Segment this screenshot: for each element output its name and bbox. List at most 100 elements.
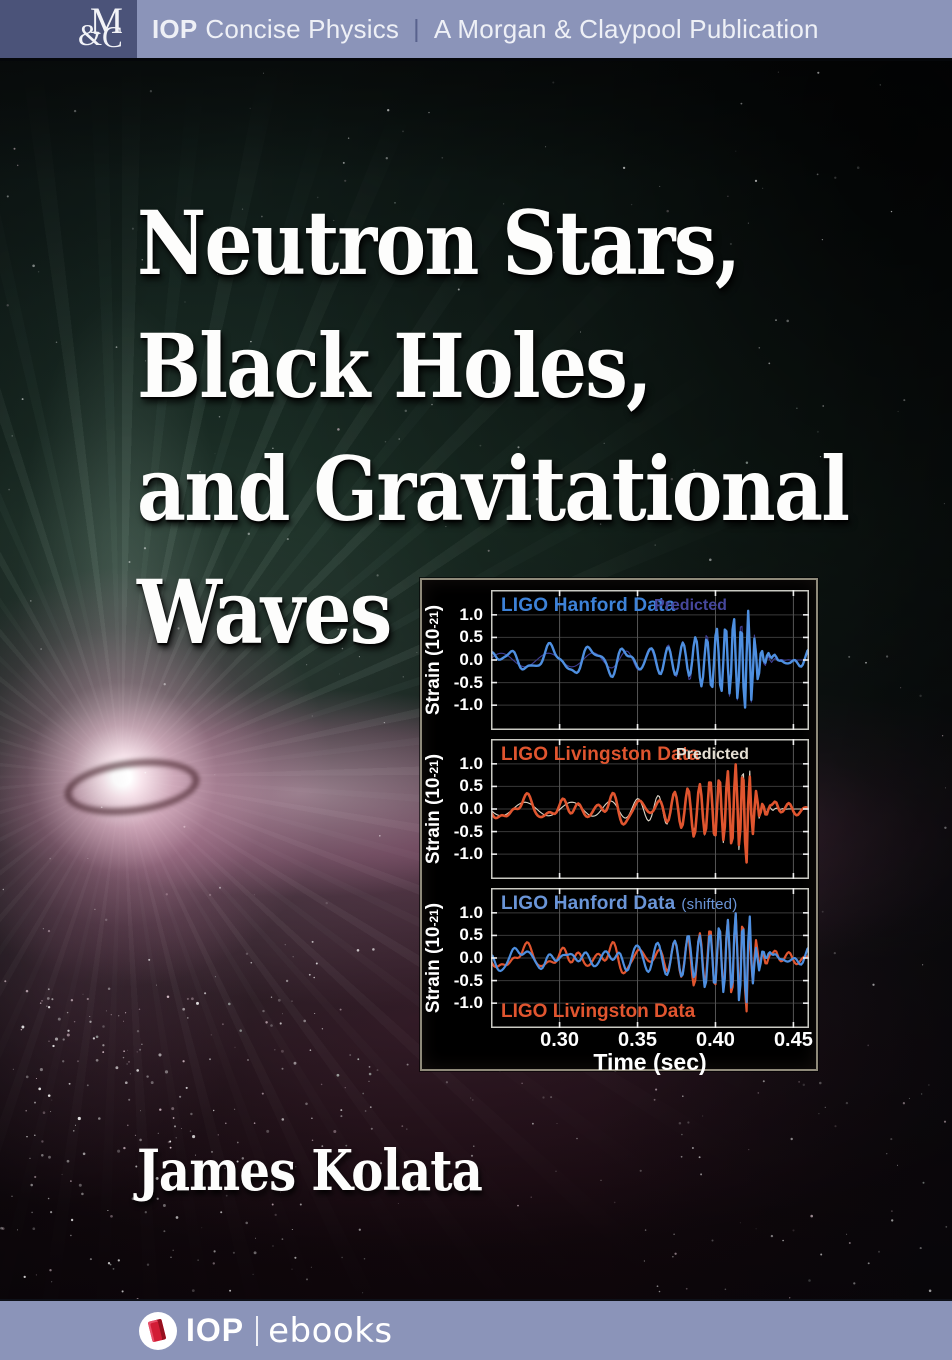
- star: [922, 964, 924, 966]
- star: [291, 1161, 294, 1164]
- star: [344, 179, 347, 182]
- star: [61, 1173, 63, 1176]
- star: [442, 472, 444, 474]
- iop-ebooks-logo: IOP ebooks: [139, 1311, 393, 1351]
- star: [150, 1081, 154, 1085]
- star: [339, 1008, 342, 1011]
- star: [413, 1180, 416, 1183]
- y-tick-label: 0.0: [459, 650, 483, 669]
- star: [29, 1157, 31, 1159]
- star: [514, 215, 516, 218]
- star: [208, 893, 212, 897]
- star: [530, 1196, 532, 1198]
- star: [1, 1227, 5, 1230]
- star: [376, 574, 379, 577]
- star: [428, 111, 430, 114]
- iop-logo-text: IOP: [186, 1312, 245, 1348]
- star: [145, 360, 147, 362]
- chart-panel-3: LIGO Hanford Data (shifted) LIGO Livingsto…: [491, 888, 809, 1028]
- star: [270, 1024, 273, 1027]
- star: [253, 1251, 257, 1255]
- star: [790, 1137, 793, 1141]
- star: [374, 1181, 376, 1183]
- star: [833, 951, 836, 955]
- star: [521, 1082, 523, 1085]
- star: [306, 664, 308, 666]
- star: [834, 518, 837, 522]
- star: [224, 1167, 226, 1170]
- star: [0, 1226, 3, 1230]
- star: [340, 1109, 343, 1112]
- star: [368, 1080, 370, 1083]
- star: [89, 1020, 92, 1023]
- star: [70, 1234, 72, 1237]
- star: [622, 166, 626, 170]
- star: [87, 857, 89, 859]
- star: [190, 1112, 193, 1116]
- star: [169, 1146, 172, 1149]
- star: [358, 1228, 361, 1231]
- y-tick-label: 0.0: [459, 799, 483, 818]
- star: [643, 1260, 646, 1262]
- y-axis-label: Strain (10 -21): [423, 753, 444, 865]
- y-tick-label: 0.0: [459, 948, 483, 967]
- star: [89, 1016, 91, 1017]
- star: [735, 150, 737, 152]
- star: [12, 1068, 14, 1070]
- star: [644, 247, 647, 250]
- star: [908, 1097, 910, 1099]
- star: [105, 1010, 107, 1012]
- star: [50, 1211, 53, 1214]
- star: [25, 1075, 29, 1079]
- star: [48, 1155, 51, 1159]
- star: [429, 483, 431, 486]
- star: [503, 203, 505, 205]
- star: [110, 1014, 112, 1016]
- y-tick-label: 1.0: [459, 604, 483, 624]
- star: [70, 999, 74, 1002]
- star: [280, 1191, 281, 1193]
- star: [218, 415, 221, 418]
- star: [369, 1106, 372, 1108]
- star: [210, 1034, 212, 1036]
- star: [221, 1023, 224, 1026]
- star: [220, 1211, 223, 1214]
- star: [878, 1250, 880, 1253]
- star: [94, 908, 96, 911]
- star: [775, 319, 777, 321]
- morgan-claypool-logo-square: M & C: [0, 0, 137, 58]
- title-line-4: Waves: [137, 560, 392, 664]
- imprint-iop: IOP: [152, 13, 198, 44]
- star: [550, 1096, 553, 1099]
- star: [123, 1020, 125, 1022]
- star: [255, 1167, 256, 1168]
- star: [11, 435, 13, 437]
- star: [653, 1098, 656, 1101]
- star: [181, 1128, 182, 1129]
- star: [197, 1259, 199, 1261]
- star: [865, 661, 867, 664]
- star: [104, 918, 108, 922]
- star: [166, 995, 170, 998]
- star: [173, 1125, 177, 1128]
- star: [92, 1037, 96, 1040]
- star: [311, 1139, 314, 1142]
- star: [171, 1107, 175, 1111]
- star: [285, 979, 289, 983]
- iop-ebooks-banner: IOP ebooks: [0, 1299, 952, 1360]
- star: [49, 857, 52, 860]
- star: [363, 1257, 366, 1260]
- star: [613, 1201, 616, 1204]
- star: [816, 430, 819, 433]
- star: [76, 1060, 80, 1063]
- star: [16, 1229, 19, 1231]
- star: [284, 944, 286, 946]
- star: [271, 1203, 274, 1206]
- star: [372, 948, 375, 951]
- star: [30, 600, 32, 602]
- star: [845, 1101, 849, 1105]
- star: [944, 826, 947, 829]
- y-axis-label: Strain (10 -21): [423, 604, 444, 716]
- star: [739, 1222, 741, 1224]
